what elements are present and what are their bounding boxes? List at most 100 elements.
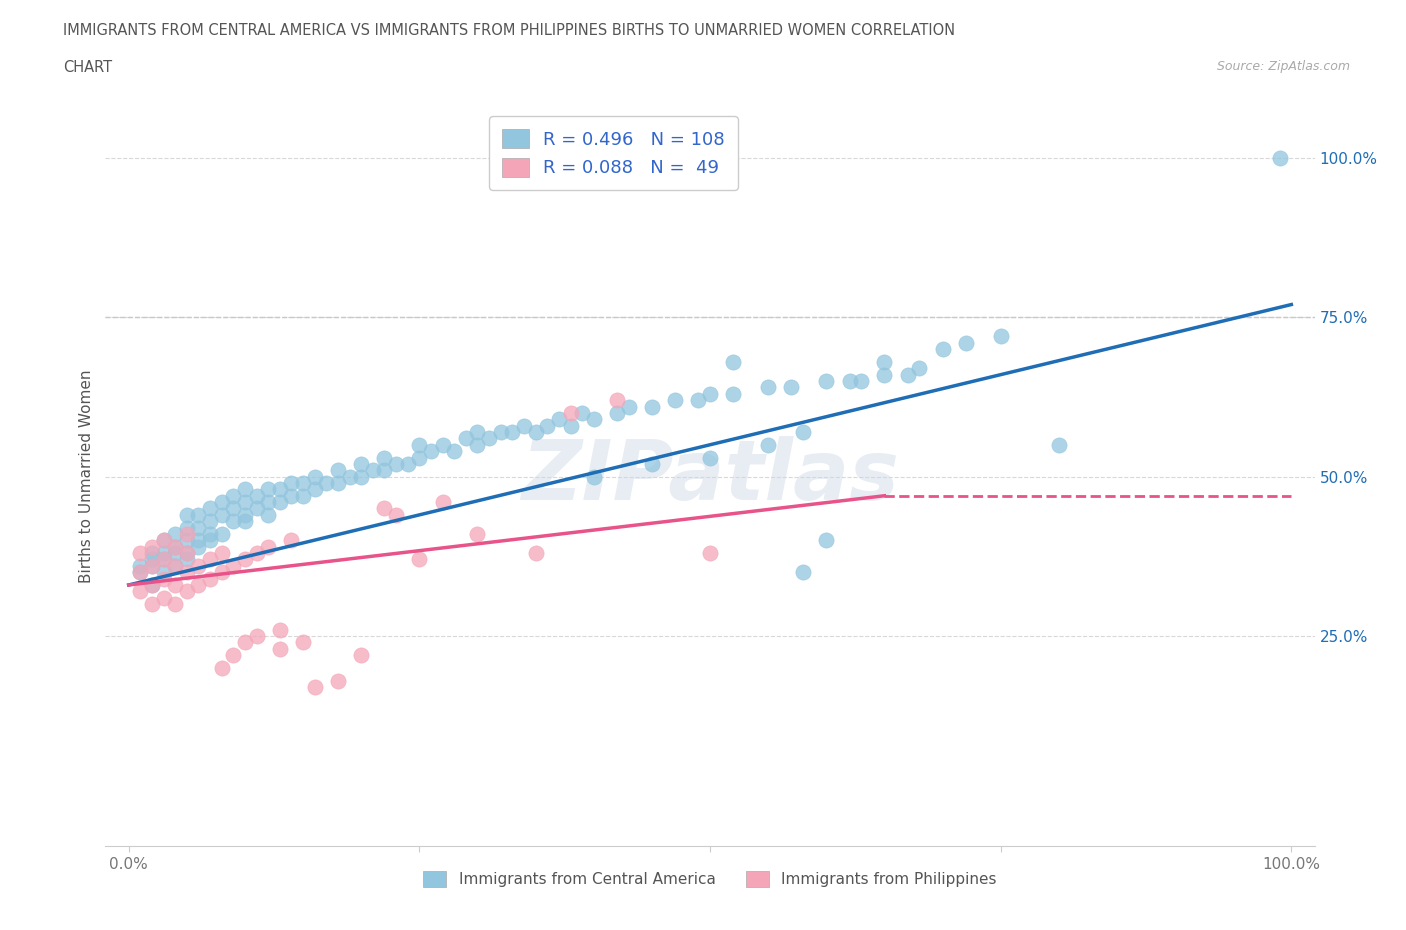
Point xyxy=(187,558,209,573)
Point xyxy=(560,418,582,433)
Point xyxy=(187,578,209,592)
Point xyxy=(176,533,198,548)
Point xyxy=(211,508,233,523)
Point xyxy=(396,457,419,472)
Point xyxy=(211,495,233,510)
Point xyxy=(222,501,245,516)
Point xyxy=(606,392,628,407)
Point xyxy=(165,597,187,612)
Point xyxy=(187,508,209,523)
Point xyxy=(257,539,280,554)
Point xyxy=(873,354,896,369)
Point xyxy=(129,558,152,573)
Y-axis label: Births to Unmarried Women: Births to Unmarried Women xyxy=(79,370,94,583)
Point xyxy=(141,578,163,592)
Point xyxy=(699,386,721,401)
Point xyxy=(233,482,256,497)
Point xyxy=(246,501,269,516)
Point xyxy=(269,495,291,510)
Point xyxy=(152,571,174,586)
Point xyxy=(152,565,174,579)
Point xyxy=(582,470,605,485)
Point xyxy=(582,412,605,427)
Point xyxy=(339,470,361,485)
Point xyxy=(152,591,174,605)
Point xyxy=(141,539,163,554)
Point xyxy=(467,437,489,452)
Text: ZIPatlas: ZIPatlas xyxy=(522,436,898,517)
Text: Source: ZipAtlas.com: Source: ZipAtlas.com xyxy=(1216,60,1350,73)
Point xyxy=(292,475,315,490)
Point xyxy=(326,673,349,688)
Point xyxy=(420,444,443,458)
Point xyxy=(152,533,174,548)
Point xyxy=(165,546,187,561)
Point xyxy=(501,425,523,440)
Point xyxy=(897,367,920,382)
Point xyxy=(385,457,408,472)
Point xyxy=(688,392,710,407)
Point xyxy=(408,437,430,452)
Point xyxy=(176,526,198,541)
Point xyxy=(280,475,302,490)
Point xyxy=(280,533,302,548)
Point xyxy=(408,450,430,465)
Point xyxy=(326,475,349,490)
Point xyxy=(141,546,163,561)
Point xyxy=(780,380,803,395)
Point xyxy=(326,463,349,478)
Point xyxy=(304,470,326,485)
Point xyxy=(361,463,384,478)
Point xyxy=(165,558,187,573)
Point xyxy=(141,558,163,573)
Point xyxy=(129,565,152,579)
Point xyxy=(723,386,745,401)
Point xyxy=(432,437,454,452)
Point xyxy=(222,647,245,662)
Point xyxy=(165,558,187,573)
Point xyxy=(315,475,337,490)
Point xyxy=(304,482,326,497)
Point xyxy=(350,647,373,662)
Point xyxy=(269,642,291,657)
Point xyxy=(1047,437,1070,452)
Point xyxy=(222,488,245,503)
Point xyxy=(211,565,233,579)
Point xyxy=(129,584,152,599)
Point xyxy=(664,392,686,407)
Point xyxy=(176,552,198,567)
Point xyxy=(246,546,269,561)
Point xyxy=(280,488,302,503)
Point xyxy=(304,680,326,695)
Point xyxy=(176,546,198,561)
Point xyxy=(257,508,280,523)
Point xyxy=(641,399,664,414)
Point xyxy=(373,463,395,478)
Point xyxy=(990,329,1012,344)
Point xyxy=(222,558,245,573)
Point xyxy=(699,546,721,561)
Point xyxy=(187,539,209,554)
Point xyxy=(489,425,512,440)
Point xyxy=(373,450,395,465)
Point xyxy=(198,552,221,567)
Point xyxy=(385,508,408,523)
Point xyxy=(350,470,373,485)
Point xyxy=(548,412,571,427)
Point xyxy=(524,425,547,440)
Point xyxy=(432,495,454,510)
Point xyxy=(1268,151,1291,166)
Point xyxy=(176,520,198,535)
Point xyxy=(211,526,233,541)
Point xyxy=(233,635,256,650)
Point xyxy=(246,629,269,644)
Point xyxy=(467,526,489,541)
Point xyxy=(129,565,152,579)
Point xyxy=(152,546,174,561)
Point xyxy=(246,488,269,503)
Point xyxy=(176,565,198,579)
Point xyxy=(165,578,187,592)
Point xyxy=(187,520,209,535)
Point xyxy=(152,533,174,548)
Point xyxy=(536,418,558,433)
